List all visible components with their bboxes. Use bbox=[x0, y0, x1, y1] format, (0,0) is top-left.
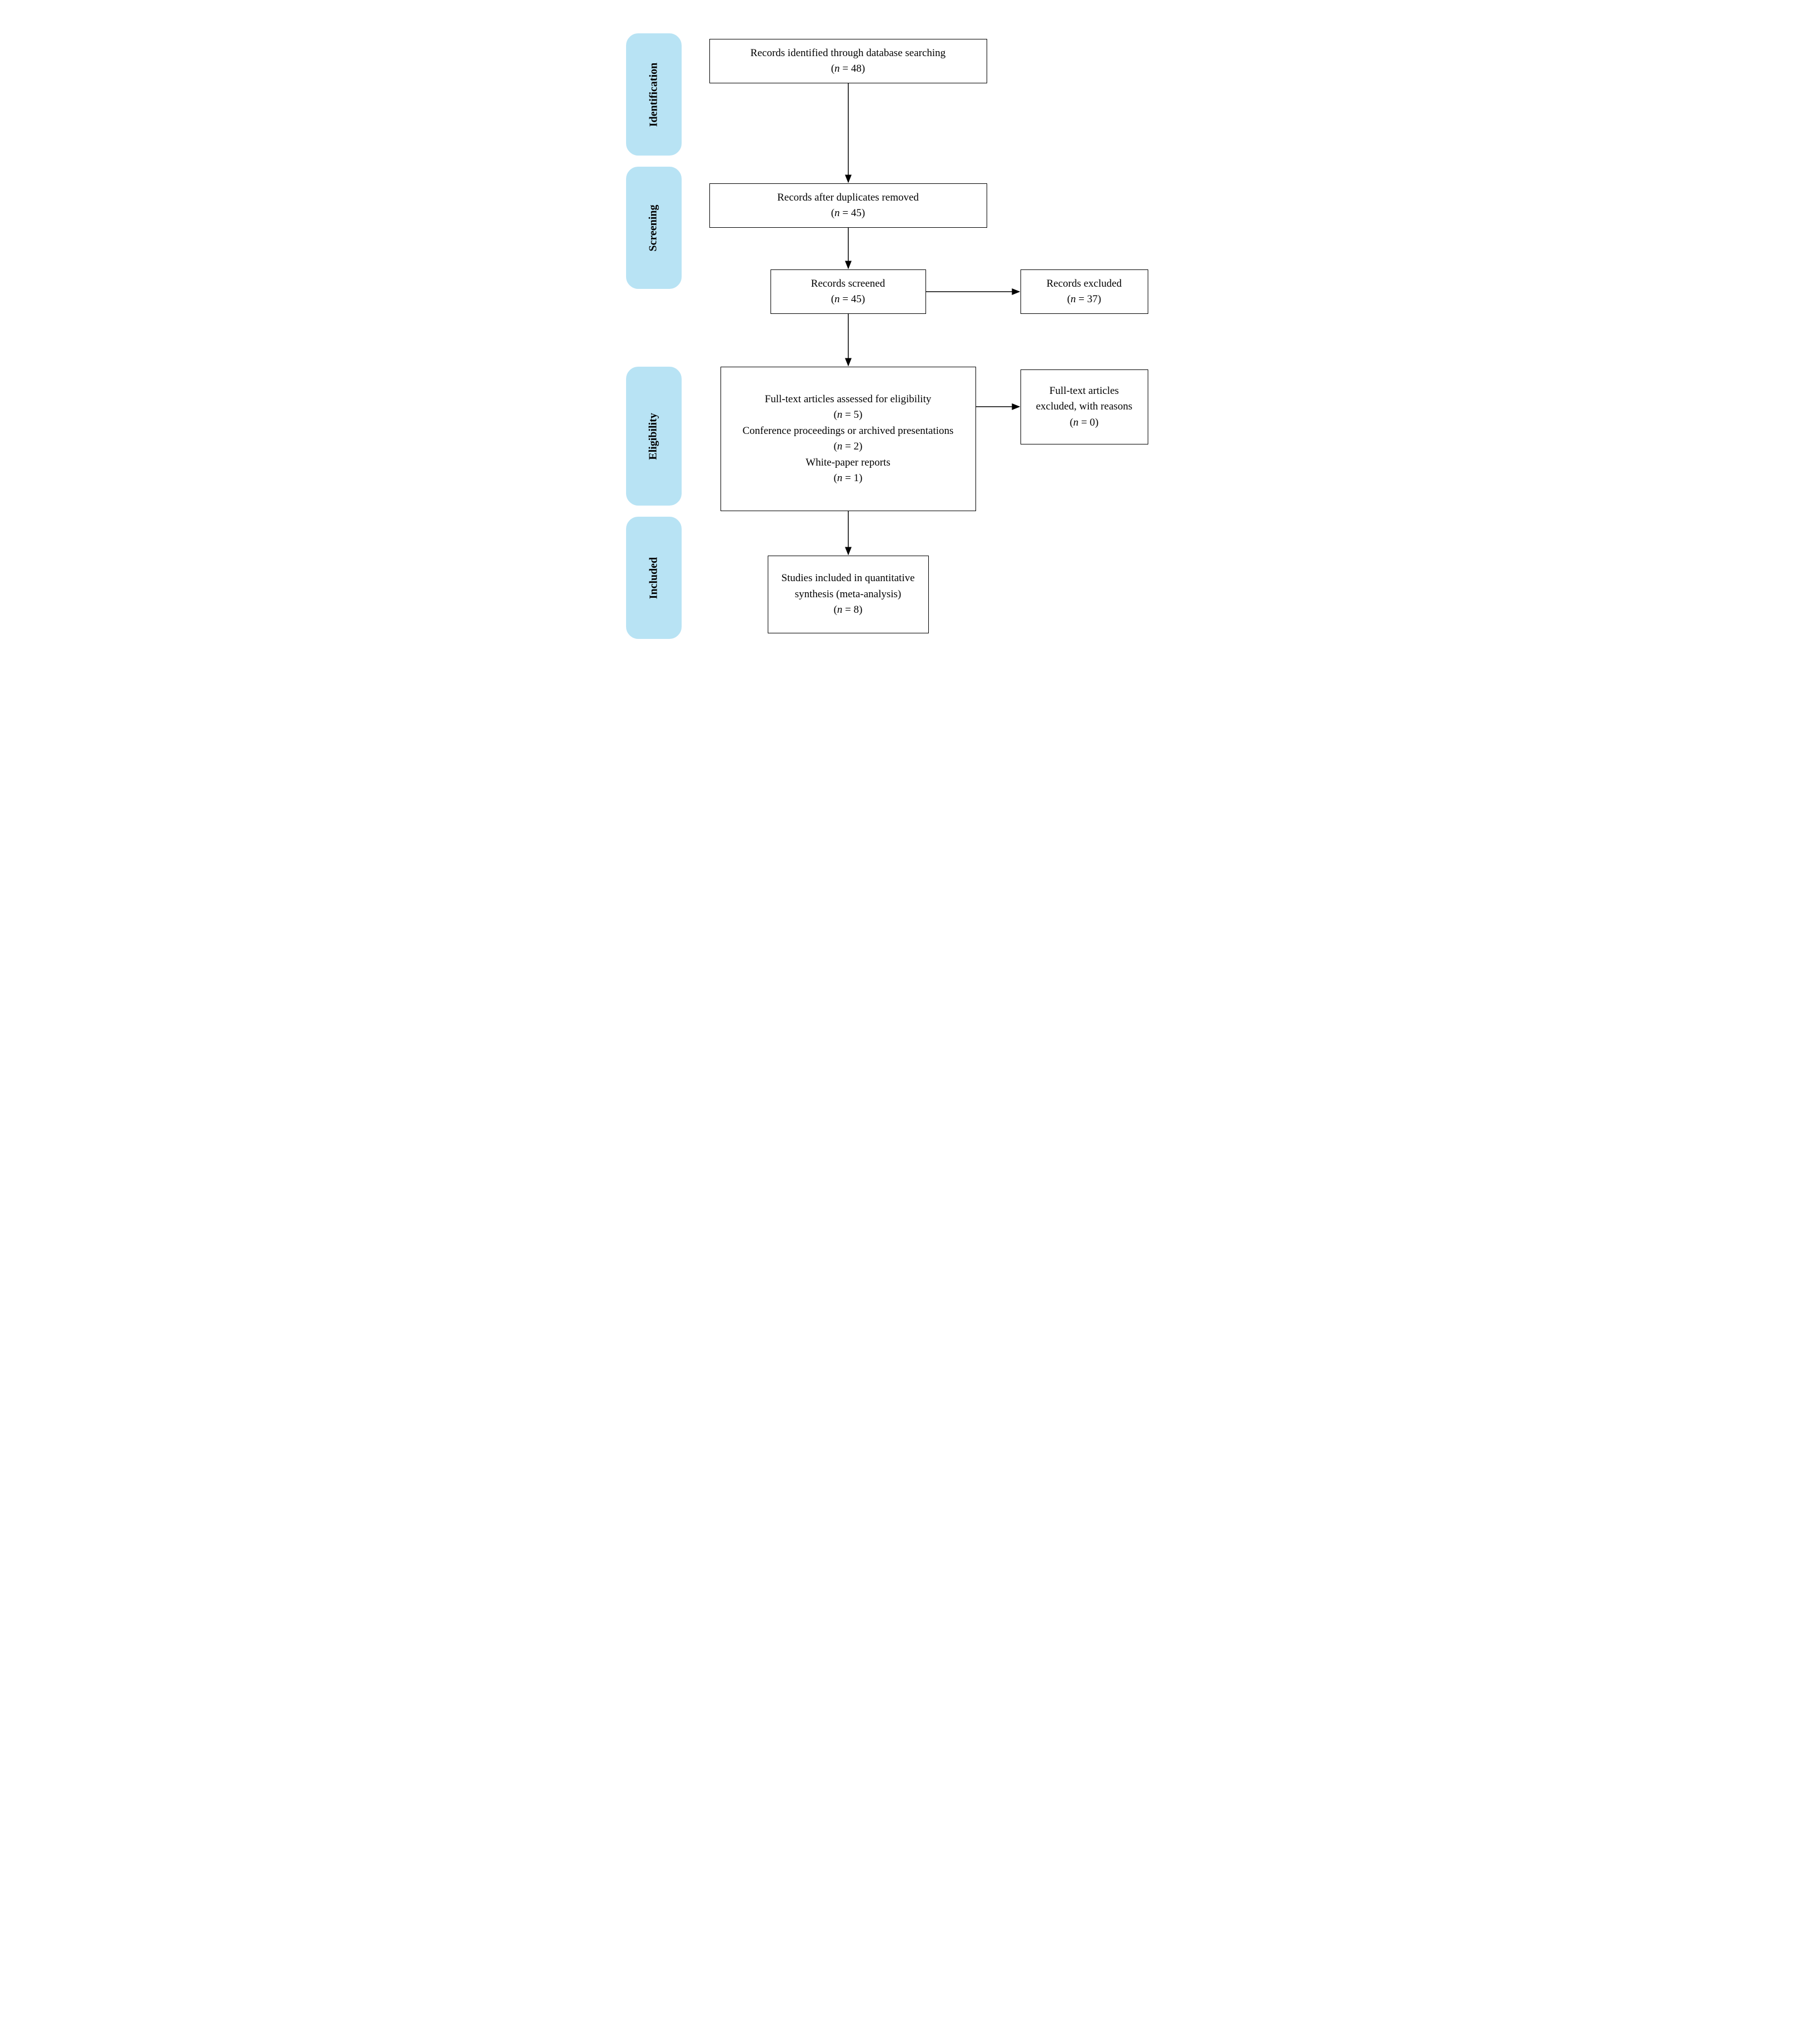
box-eligibility-item-1-text: Conference proceedings or archived prese… bbox=[743, 423, 954, 439]
box-included-text: Studies included in quantitative synthes… bbox=[777, 571, 919, 602]
box-excluded-fulltext-text: Full-text articles excluded, with reason… bbox=[1030, 383, 1139, 415]
box-excluded-screening: Records excluded (n = 37) bbox=[1020, 269, 1148, 314]
box-eligibility-item-0-n: (n = 5) bbox=[834, 407, 863, 423]
box-excluded-fulltext: Full-text articles excluded, with reason… bbox=[1020, 369, 1148, 444]
stage-eligibility: Eligibility bbox=[626, 367, 682, 506]
box-screened-text: Records screened bbox=[811, 276, 885, 292]
stage-identification-label: Identification bbox=[647, 62, 660, 127]
box-identified-text: Records identified through database sear… bbox=[751, 46, 945, 62]
box-identified-n: (n = 48) bbox=[831, 61, 865, 77]
box-included-n: (n = 8) bbox=[834, 602, 863, 618]
box-included: Studies included in quantitative synthes… bbox=[768, 556, 929, 633]
box-excluded-screening-n: (n = 37) bbox=[1067, 292, 1101, 308]
box-excluded-screening-text: Records excluded bbox=[1047, 276, 1122, 292]
box-after-duplicates-n: (n = 45) bbox=[831, 206, 865, 222]
box-screened: Records screened (n = 45) bbox=[771, 269, 926, 314]
box-eligibility-item-0-text: Full-text articles assessed for eligibil… bbox=[765, 392, 932, 408]
stage-screening: Screening bbox=[626, 167, 682, 289]
box-excluded-fulltext-n: (n = 0) bbox=[1070, 415, 1099, 431]
box-eligibility: Full-text articles assessed for eligibil… bbox=[721, 367, 976, 511]
stage-eligibility-label: Eligibility bbox=[647, 413, 660, 459]
stage-identification: Identification bbox=[626, 33, 682, 156]
stage-included: Included bbox=[626, 517, 682, 639]
prisma-flowchart: Identification Screening Eligibility Inc… bbox=[621, 22, 1176, 656]
box-after-duplicates: Records after duplicates removed (n = 45… bbox=[709, 183, 987, 228]
stage-screening-label: Screening bbox=[647, 204, 660, 251]
box-eligibility-item-2-n: (n = 1) bbox=[834, 471, 863, 487]
box-eligibility-item-1-n: (n = 2) bbox=[834, 439, 863, 455]
box-screened-n: (n = 45) bbox=[831, 292, 865, 308]
box-eligibility-item-2-text: White-paper reports bbox=[806, 455, 890, 471]
box-after-duplicates-text: Records after duplicates removed bbox=[777, 190, 919, 206]
box-identified: Records identified through database sear… bbox=[709, 39, 987, 83]
stage-included-label: Included bbox=[647, 557, 660, 599]
